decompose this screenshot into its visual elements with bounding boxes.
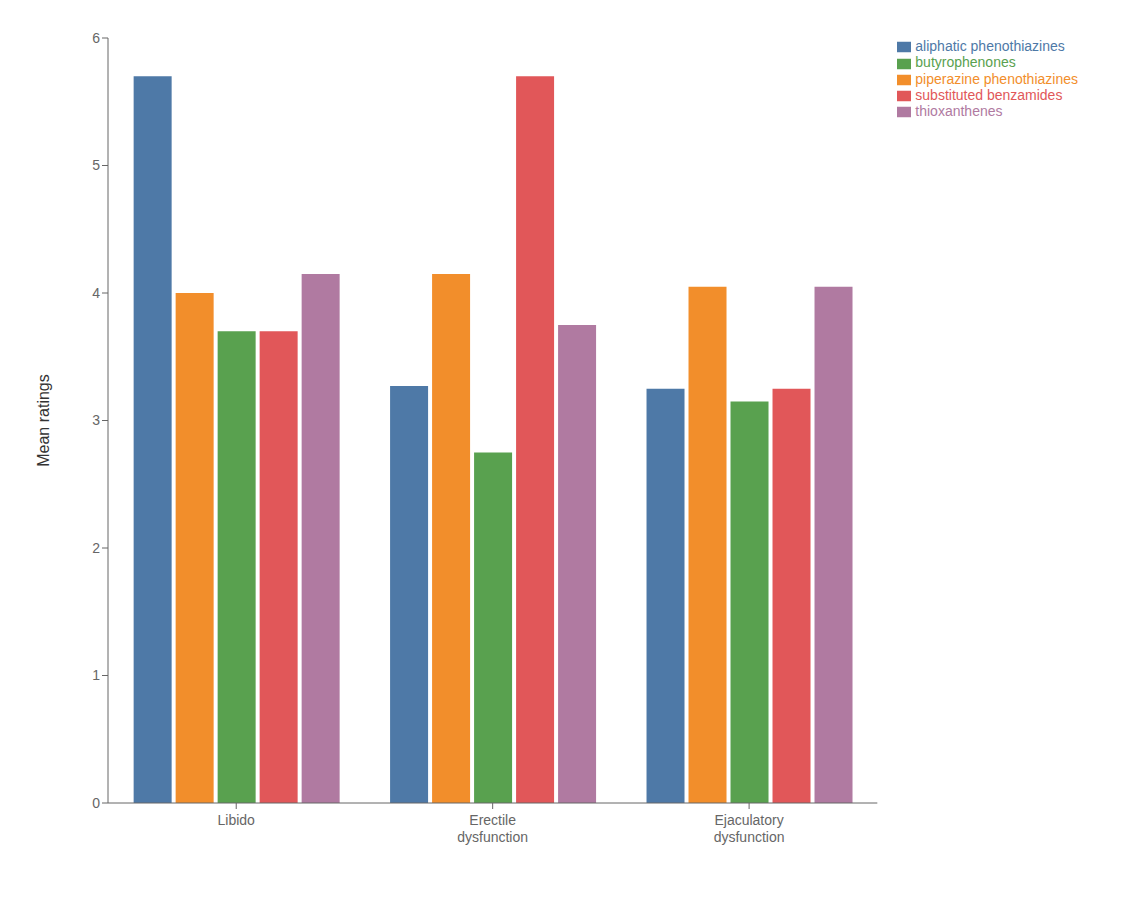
html-text:piperazine phenothiazines: piperazine phenothiazines <box>915 70 1078 87</box>
svg-text:0: 0 <box>92 795 100 811</box>
html-text:thioxanthenes: thioxanthenes <box>915 103 1003 120</box>
svg-text:Mean ratings: Mean ratings <box>35 374 52 467</box>
svg-text:Libido: Libido <box>218 812 256 828</box>
html-text:butyrophenones: butyrophenones <box>915 54 1016 71</box>
html-text:substituted benzamides: substituted benzamides <box>915 86 1063 103</box>
svg-text:4: 4 <box>92 285 100 301</box>
svg-text:1: 1 <box>92 667 100 683</box>
html-text:aliphatic phenothiazines: aliphatic phenothiazines <box>915 38 1065 54</box>
svg-text:2: 2 <box>92 540 100 556</box>
svg-text:6: 6 <box>92 30 100 46</box>
svg-text:3: 3 <box>92 412 100 428</box>
svg-text:5: 5 <box>92 157 100 173</box>
svg-text:Ejaculatorydysfunction: Ejaculatorydysfunction <box>714 812 785 845</box>
svg-text:Erectiledysfunction: Erectiledysfunction <box>457 812 528 845</box>
